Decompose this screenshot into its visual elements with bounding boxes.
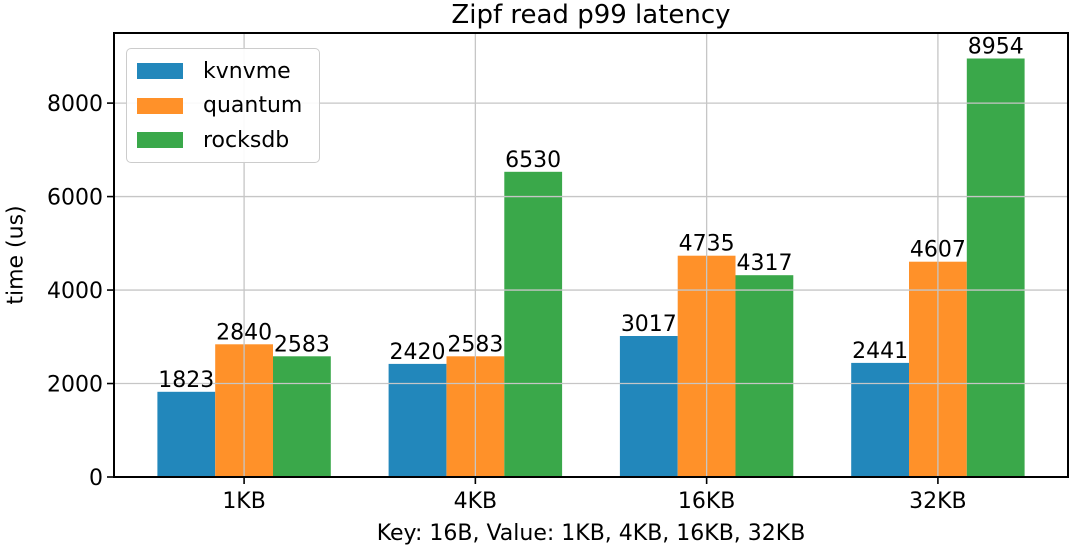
bar-rocksdb-1KB [273,356,331,477]
legend-label: kvnvme [203,58,291,84]
bar-value-label: 4317 [736,251,792,276]
bar-value-label: 8954 [968,35,1024,60]
bar-value-label: 2441 [852,339,908,364]
bar-value-label: 1823 [158,368,214,393]
bar-value-label: 2583 [274,332,330,357]
bar-value-label: 4607 [910,238,966,263]
y-tick-label: 8000 [47,92,103,117]
legend-label: rocksdb [203,127,290,153]
x-tick-label: 32KB [909,489,967,514]
bar-rocksdb-32KB [966,58,1025,477]
chart-title: Zipf read p99 latency [451,0,731,30]
bar-kvnvme-1KB [157,391,216,477]
bar-value-label: 3017 [621,312,677,337]
legend-item-kvnvme: kvnvme [137,59,319,84]
legend-label: quantum [203,93,303,118]
y-tick-label: 6000 [47,186,103,211]
bar-kvnvme-32KB [851,362,909,477]
bar-value-label: 2583 [447,332,503,357]
legend-item-quantum: quantum [137,93,319,118]
bar-kvnvme-16KB [619,336,678,477]
bar-value-label: 4735 [679,232,735,257]
bar-rocksdb-4KB [504,171,563,478]
x-axis-label: Key: 16B, Value: 1KB, 4KB, 16KB, 32KB [376,521,806,546]
legend-swatch-icon [137,63,183,79]
x-tick-label: 4KB [454,489,498,514]
plot-border [113,32,1069,478]
bar-value-label: 2840 [216,320,272,345]
y-tick-label: 4000 [47,279,103,304]
x-tick-label: 16KB [678,489,736,514]
bar-value-label: 2420 [390,340,446,365]
legend-item-rocksdb: rocksdb [137,128,319,153]
bar-value-label: 6530 [505,148,561,173]
bar-rocksdb-16KB [735,275,794,477]
legend: kvnvme quantum rocksdb [126,48,320,163]
legend-swatch-icon [137,97,183,114]
legend-swatch-icon [137,132,183,148]
y-tick-label: 0 [89,466,103,491]
y-tick-label: 2000 [47,373,103,398]
x-tick-label: 1KB [222,489,266,514]
bar-kvnvme-4KB [388,363,447,477]
